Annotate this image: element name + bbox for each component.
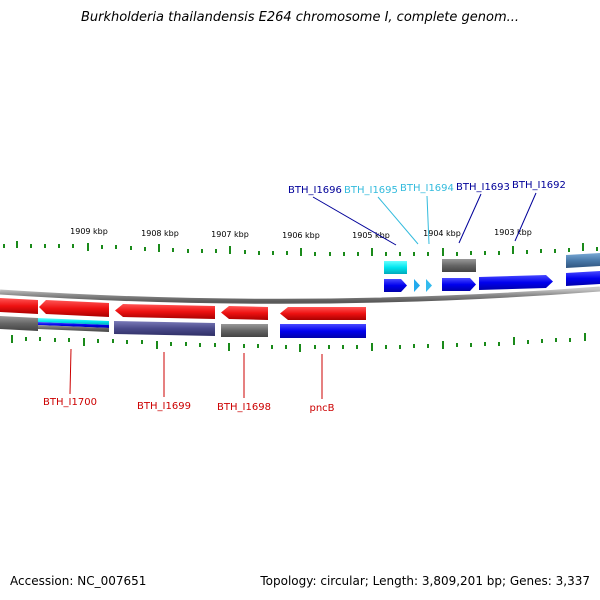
gene-label-top[interactable]: BTH_I1694 xyxy=(400,183,454,194)
cog-block[interactable] xyxy=(0,316,38,331)
gene-label-top[interactable]: BTH_I1693 xyxy=(456,182,510,193)
outer-tick-row xyxy=(3,241,598,256)
gene-arrow-bth_i1692[interactable] xyxy=(479,275,553,290)
callout-line xyxy=(458,193,482,244)
cog-block[interactable] xyxy=(566,253,600,268)
gene-label-top[interactable]: BTH_I1696 xyxy=(288,185,342,196)
gene-arrow[interactable] xyxy=(0,298,38,314)
genome-summary: Topology: circular; Length: 3,809,201 bp… xyxy=(260,574,590,588)
reverse-cog-track xyxy=(0,316,366,338)
gene-label-top[interactable]: BTH_I1695 xyxy=(344,185,398,196)
scale-label: 1908 kbp xyxy=(141,229,179,238)
gene-arrow-bth_i1700[interactable] xyxy=(39,300,109,317)
cog-block[interactable] xyxy=(38,325,109,332)
gene-arrow-bth_i1693[interactable] xyxy=(442,278,476,291)
bottom-gene-labels: BTH_I1700 BTH_I1699 BTH_I1698 pncB xyxy=(43,348,335,414)
gene-arrow-bth_i1698[interactable] xyxy=(221,306,268,320)
gene-arrow-bth_i1694[interactable] xyxy=(426,279,432,292)
gene-arrow-bth_i1695[interactable] xyxy=(414,279,420,292)
gene-label-bottom[interactable]: BTH_I1700 xyxy=(43,397,97,408)
gene-label-bottom[interactable]: BTH_I1699 xyxy=(137,401,191,412)
gene-label-bottom[interactable]: pncB xyxy=(309,403,334,414)
cog-block[interactable] xyxy=(384,261,407,274)
scale-label: 1909 kbp xyxy=(70,227,108,236)
scale-label: 1906 kbp xyxy=(282,231,320,240)
accession-label: Accession: NC_007651 xyxy=(10,574,147,588)
map-title: Burkholderia thailandensis E264 chromoso… xyxy=(80,10,520,25)
callout-line xyxy=(377,196,419,245)
inner-tick-row xyxy=(11,333,586,352)
scale-label: 1904 kbp xyxy=(423,229,461,238)
chromosome-backbone xyxy=(0,286,600,304)
callout-line xyxy=(312,196,397,246)
callout-line xyxy=(514,192,537,242)
gene-label-top[interactable]: BTH_I1692 xyxy=(512,180,566,191)
gene-arrow[interactable] xyxy=(566,271,600,286)
gene-arrow-bth_i1699[interactable] xyxy=(115,304,215,319)
cog-block[interactable] xyxy=(114,321,215,336)
reverse-cds-track xyxy=(0,298,366,320)
callout-line xyxy=(69,348,72,395)
cog-block[interactable] xyxy=(38,322,109,328)
scale-label: 1907 kbp xyxy=(211,230,249,239)
cog-block[interactable] xyxy=(221,324,268,337)
gene-arrow-pncb[interactable] xyxy=(280,307,366,320)
cog-block[interactable] xyxy=(442,259,476,272)
cog-block[interactable] xyxy=(280,324,366,338)
top-gene-labels: BTH_I1696 BTH_I1695 BTH_I1694 BTH_I1693 … xyxy=(288,180,566,246)
callout-line xyxy=(426,195,430,245)
forward-cds-track xyxy=(384,271,600,292)
gene-label-bottom[interactable]: BTH_I1698 xyxy=(217,402,271,413)
forward-cog-track xyxy=(384,253,600,274)
scale-label: 1905 kbp xyxy=(352,231,390,240)
gene-arrow-bth_i1696[interactable] xyxy=(384,279,407,292)
cog-block[interactable] xyxy=(38,318,109,325)
scale-label: 1903 kbp xyxy=(494,228,532,237)
scale-labels: 1909 kbp 1908 kbp 1907 kbp 1906 kbp 1905… xyxy=(70,227,532,240)
